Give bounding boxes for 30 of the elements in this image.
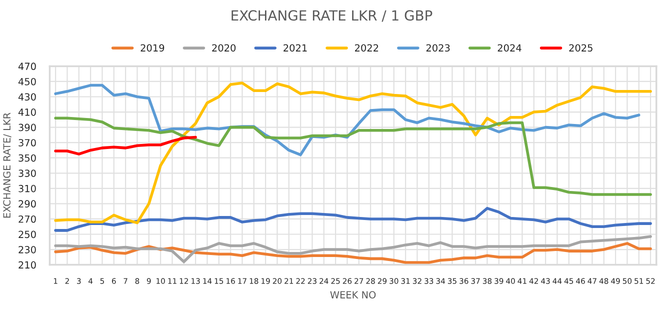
chart-title: EXCHANGE RATE LKR / 1 GBP	[232, 10, 432, 22]
y-tick-label: 270	[18, 215, 36, 223]
y-tick-label: 470	[18, 62, 36, 70]
y-tick-label: 210	[18, 261, 36, 269]
legend-label: 2025	[569, 44, 592, 52]
line-series	[54, 82, 652, 224]
legend-label: 2022	[355, 44, 378, 52]
legend-label: 2020	[212, 44, 236, 52]
legend-label: 2024	[498, 44, 522, 52]
line-series	[54, 116, 652, 196]
y-tick-label: 350	[18, 154, 36, 162]
line-series	[54, 206, 652, 232]
y-tick-label: 370	[18, 139, 36, 146]
y-tick-label: 290	[18, 200, 36, 208]
line-series	[54, 136, 197, 156]
y-tick-label: 430	[18, 93, 36, 101]
y-tick-label: 390	[18, 124, 36, 132]
y-tick-label: 250	[18, 230, 36, 238]
legend-label: 2023	[426, 44, 450, 52]
line-series	[54, 235, 652, 264]
y-axis-title: EXCHANGE RATE/ LKR	[3, 112, 12, 218]
y-tick-label: 410	[18, 108, 36, 116]
legend-label: 2021	[284, 44, 307, 52]
y-tick-label: 330	[18, 170, 36, 177]
y-tick-label: 230	[18, 246, 36, 254]
legend-label: 2019	[140, 44, 164, 52]
x-axis-title: WEEK NO	[330, 291, 376, 298]
y-tick-label: 450	[18, 78, 36, 86]
y-tick-label: 310	[18, 184, 36, 192]
line-series	[54, 242, 652, 264]
